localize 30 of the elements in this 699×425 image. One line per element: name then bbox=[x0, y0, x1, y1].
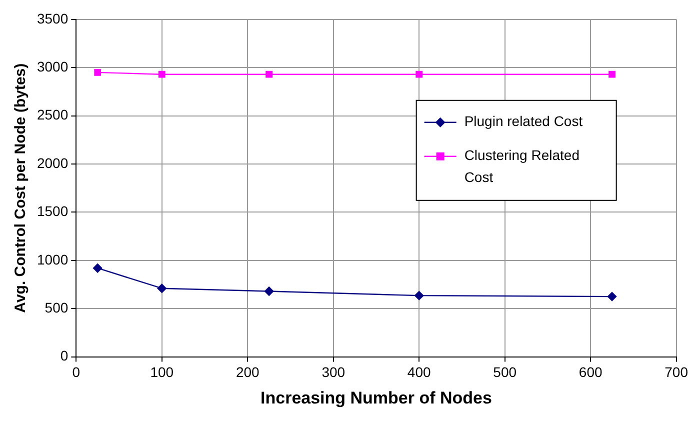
x-tick-label: 200 bbox=[236, 364, 260, 380]
y-tick-label: 1000 bbox=[36, 251, 68, 268]
y-tick-label: 0 bbox=[60, 348, 68, 364]
y-axis-title: Avg. Control Cost per Node (bytes) bbox=[12, 63, 30, 313]
x-tick-label: 300 bbox=[322, 364, 346, 380]
legend-label: Clustering Related Cost bbox=[464, 147, 580, 186]
x-tick-label: 400 bbox=[407, 364, 431, 380]
legend-label: Plugin related Cost bbox=[464, 113, 583, 130]
x-tick-label: 500 bbox=[493, 364, 517, 380]
y-tick-label: 1500 bbox=[36, 203, 68, 220]
point bbox=[416, 70, 423, 78]
x-axis-title: Increasing Number of Nodes bbox=[260, 388, 492, 408]
y-tick-label: 3500 bbox=[36, 10, 68, 26]
y-tick-label: 3000 bbox=[36, 58, 68, 74]
point bbox=[266, 70, 272, 78]
y-tick-label: 2500 bbox=[36, 106, 68, 123]
x-tick-label: 0 bbox=[72, 364, 80, 380]
y-tick-label: 500 bbox=[44, 299, 68, 316]
point bbox=[264, 286, 274, 296]
x-tick-label: 600 bbox=[578, 364, 602, 380]
y-tick-label: 2000 bbox=[36, 154, 68, 171]
point bbox=[94, 68, 102, 76]
x-tick-label: 100 bbox=[150, 364, 174, 380]
point bbox=[607, 292, 617, 302]
point bbox=[92, 264, 102, 273]
point bbox=[608, 70, 616, 78]
point bbox=[158, 70, 166, 78]
point bbox=[157, 284, 166, 293]
point bbox=[414, 290, 424, 300]
x-tick-label: 700 bbox=[664, 364, 688, 380]
